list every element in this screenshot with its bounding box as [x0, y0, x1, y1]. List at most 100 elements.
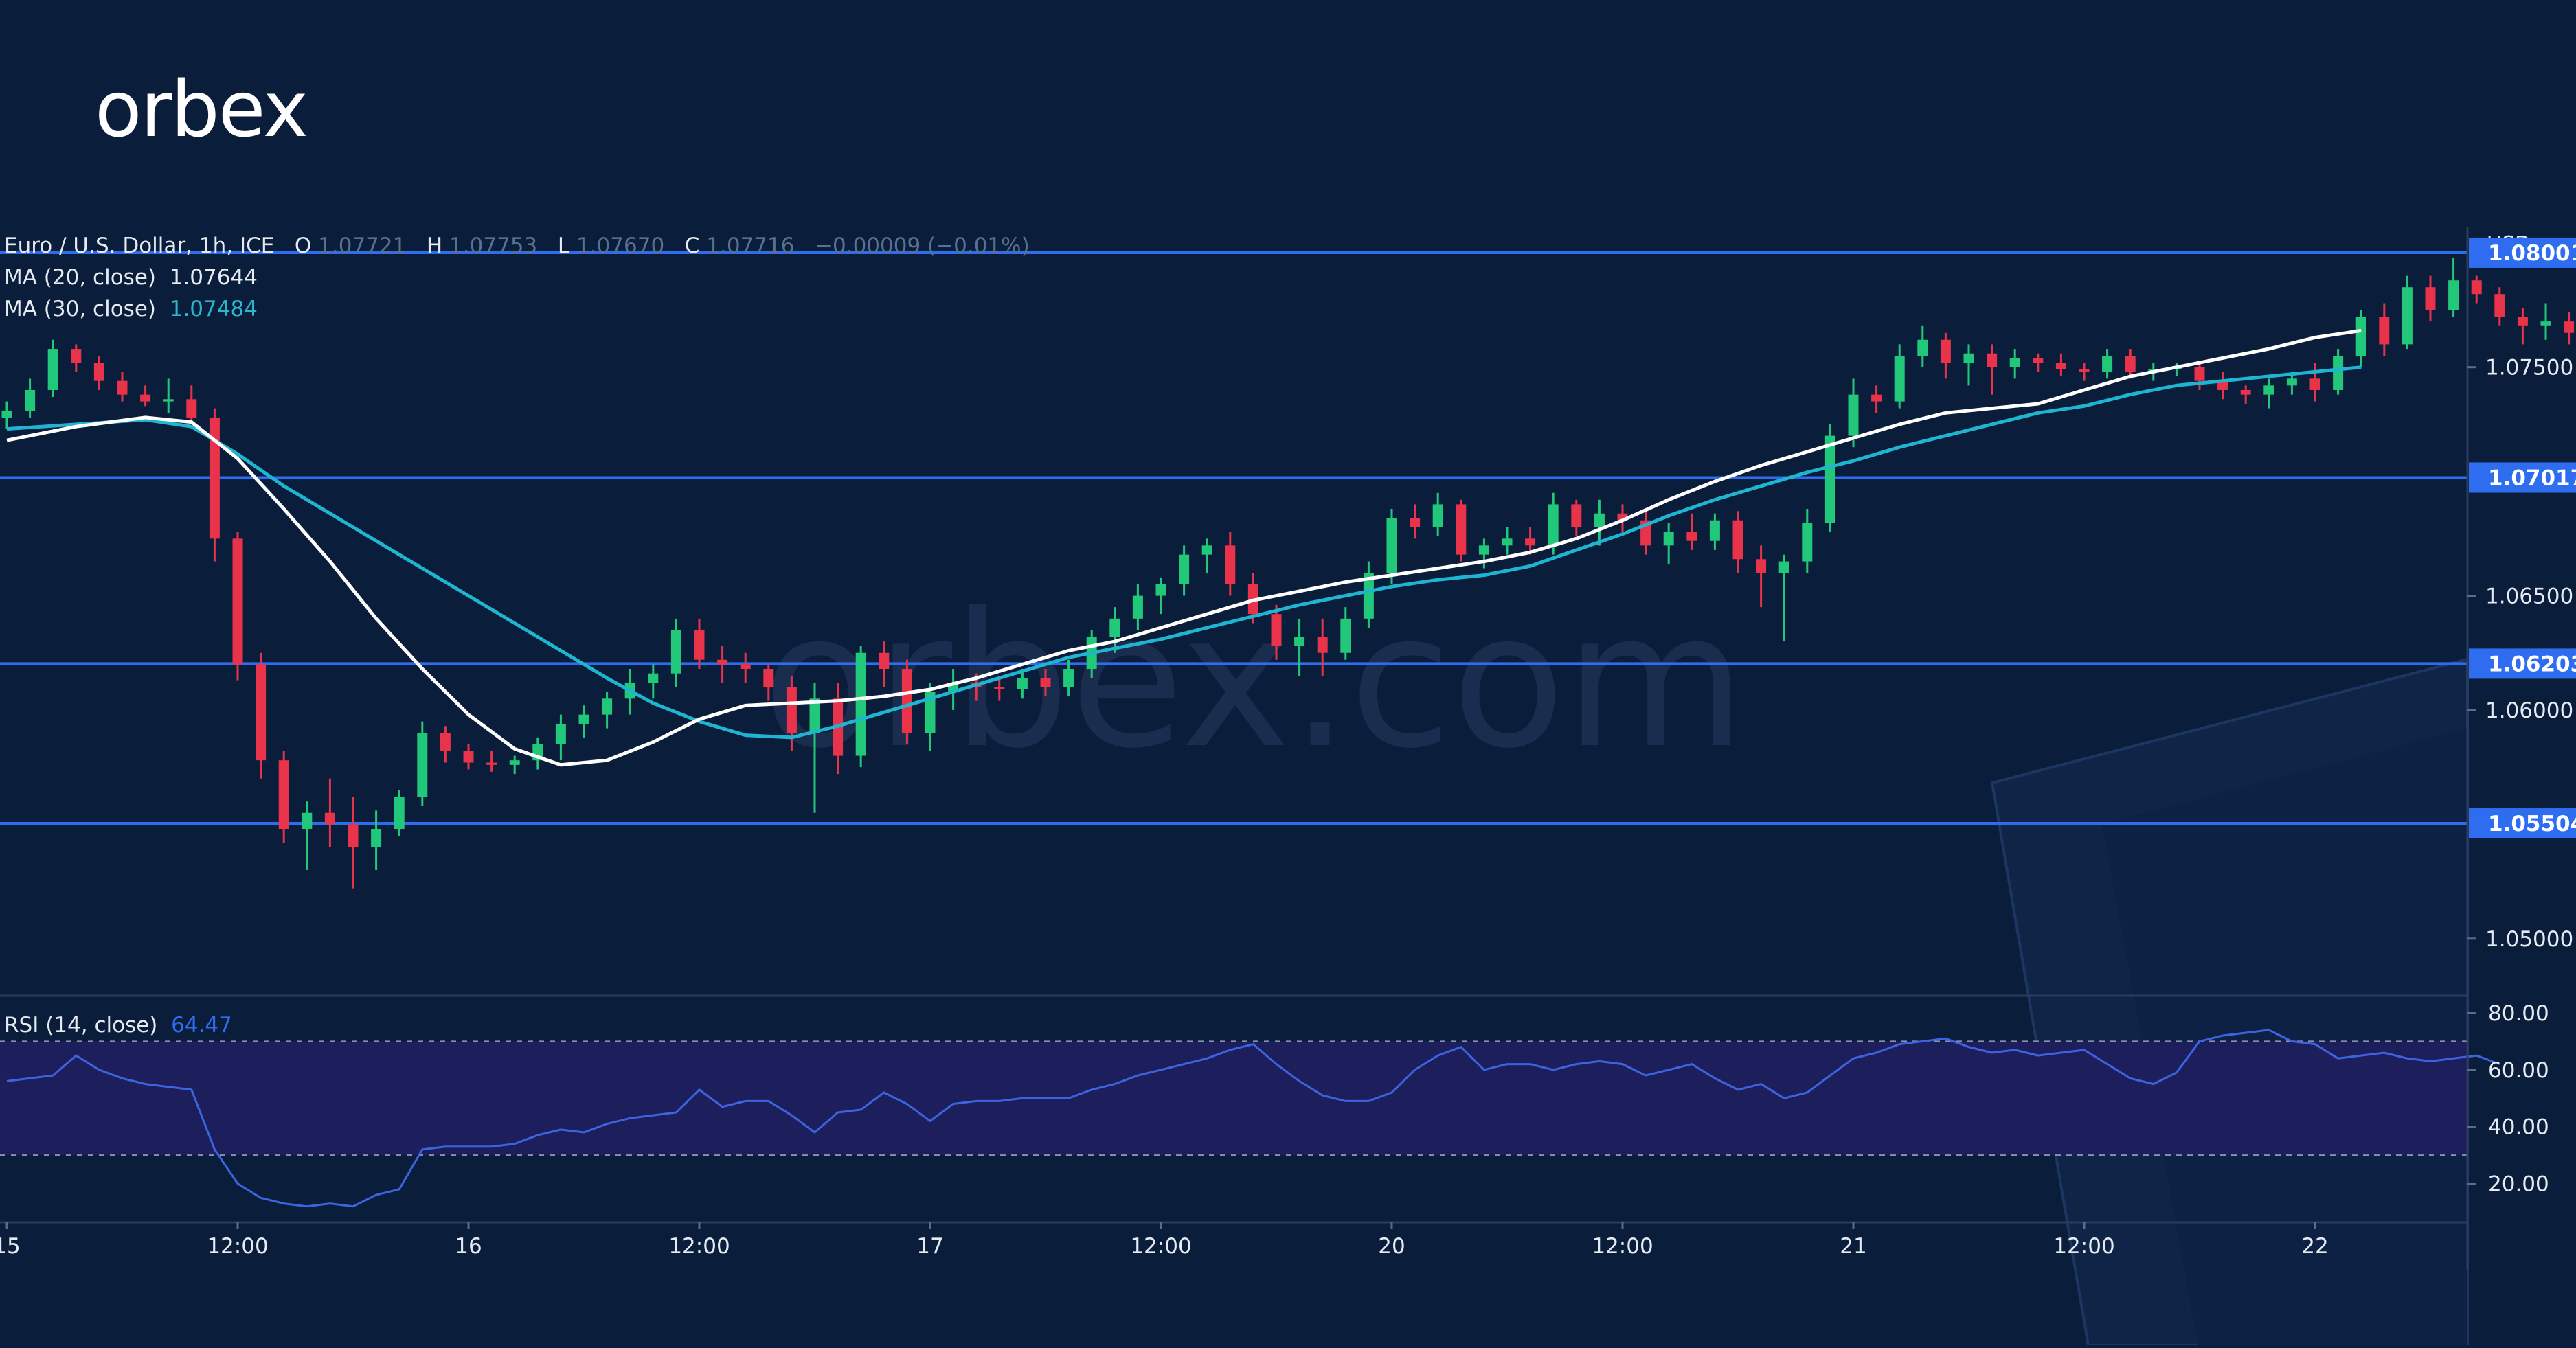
candle-up	[1017, 678, 1028, 689]
high-label: H	[426, 233, 443, 258]
candle-down	[2125, 356, 2136, 372]
candle-up	[2009, 358, 2020, 367]
candle-up	[509, 760, 520, 765]
candle-up	[1478, 545, 1489, 555]
time-tick-label: 17	[916, 1234, 943, 1259]
candle-up	[1709, 520, 1720, 541]
candle-up	[670, 630, 681, 674]
candle-up	[925, 692, 936, 733]
candle-up	[2263, 385, 2274, 395]
candle-down	[140, 394, 151, 402]
candle-down	[209, 417, 220, 539]
candle-down	[486, 762, 497, 765]
rsi-line	[6, 1029, 2500, 1208]
candle-down	[71, 349, 82, 363]
price-tick-label: 1.07500	[2485, 356, 2573, 380]
candle-down	[2309, 378, 2320, 390]
time-tick-label: 15	[0, 1234, 21, 1259]
time-tick-label: 22	[2301, 1234, 2328, 1259]
candle-down	[2079, 369, 2090, 372]
time-tick-label: 12:00	[668, 1234, 730, 1259]
candle-up	[371, 829, 382, 847]
rsi-band	[0, 1041, 2467, 1156]
time-tick-label: 12:00	[1592, 1234, 1653, 1259]
candle-up	[1340, 618, 1351, 653]
candle-up	[1502, 538, 1513, 546]
candle-up	[2286, 378, 2297, 386]
level-badge-label: 1.05504	[2488, 812, 2576, 836]
candle-down	[786, 687, 797, 733]
open-value: 1.07721	[318, 233, 407, 258]
candle-up	[855, 652, 866, 756]
candle-down	[1987, 353, 1998, 367]
ma20-legend: MA (20, close) 1.07644	[4, 265, 258, 290]
candle-down	[1525, 538, 1536, 546]
candle-down	[232, 538, 243, 665]
candle-down	[2194, 367, 2205, 381]
candle-down	[1456, 504, 1467, 555]
candle-down	[1317, 637, 1328, 653]
candle-down	[1940, 339, 1951, 363]
decor-shape	[2102, 728, 2467, 1345]
symbol-label: Euro / U.S. Dollar, 1h, ICE	[4, 233, 275, 258]
candle-up	[578, 714, 589, 724]
candle-up	[1063, 669, 1074, 687]
candle-up	[1109, 618, 1120, 637]
candle-up	[1201, 545, 1212, 555]
candle-down	[2240, 389, 2251, 395]
rsi-tick-label: 60.00	[2488, 1058, 2549, 1083]
logo-text: orbex	[95, 65, 308, 155]
level-badge-label: 1.06203	[2488, 652, 2576, 676]
candle-down	[717, 659, 728, 665]
candle-down	[694, 630, 705, 660]
candle-down	[879, 652, 890, 670]
rsi-tick-label: 20.00	[2488, 1172, 2549, 1197]
candle-up	[1132, 595, 1143, 619]
candle-down	[1617, 513, 1628, 521]
ma30-value: 1.07484	[169, 297, 258, 321]
candle-up	[1548, 504, 1559, 546]
candle-up	[2355, 317, 2366, 356]
candle-down	[1686, 532, 1697, 541]
candle-up	[2448, 280, 2459, 310]
candle-down	[1225, 545, 1236, 584]
candle-down	[2564, 321, 2575, 333]
ma20-line	[6, 328, 2362, 767]
candle-up	[302, 812, 313, 830]
ma30-label: MA (30, close)	[4, 297, 156, 321]
candle-down	[93, 363, 104, 381]
candle-down	[256, 664, 267, 761]
candle-up	[2333, 356, 2344, 390]
candle-up	[648, 673, 659, 683]
candle-down	[1871, 394, 1882, 402]
candle-up	[555, 723, 566, 744]
rsi-value: 64.47	[171, 1013, 232, 1038]
candle-up	[1155, 584, 1166, 596]
candle-down	[1040, 678, 1051, 687]
candle-down	[278, 760, 289, 830]
open-label: O	[294, 233, 312, 258]
close-value: 1.07716	[706, 233, 795, 258]
candle-up	[1963, 353, 1974, 363]
candle-down	[117, 380, 128, 395]
level-badge-label: 1.07017	[2488, 466, 2576, 490]
candle-up	[394, 797, 405, 830]
ma30-line	[6, 365, 2362, 740]
candle-up	[2540, 321, 2551, 326]
candle-down	[2033, 358, 2044, 363]
time-tick-label: 12:00	[2053, 1234, 2114, 1259]
candle-up	[1386, 518, 1397, 573]
candle-up	[1848, 394, 1859, 436]
candle-up	[2402, 287, 2413, 345]
candle-up	[1294, 637, 1305, 646]
candle-down	[994, 687, 1005, 689]
rsi-legend: RSI (14, close) 64.47	[4, 1013, 232, 1038]
ma30-legend: MA (30, close) 1.07484	[4, 297, 258, 321]
level-badge-label: 1.08001	[2488, 241, 2576, 266]
rsi-tick-label: 80.00	[2488, 1001, 2549, 1026]
symbol-legend: Euro / U.S. Dollar, 1h, ICE O 1.07721 H …	[4, 233, 1030, 258]
candle-up	[1894, 356, 1905, 402]
candle-up	[1594, 513, 1605, 527]
candle-down	[186, 399, 197, 418]
